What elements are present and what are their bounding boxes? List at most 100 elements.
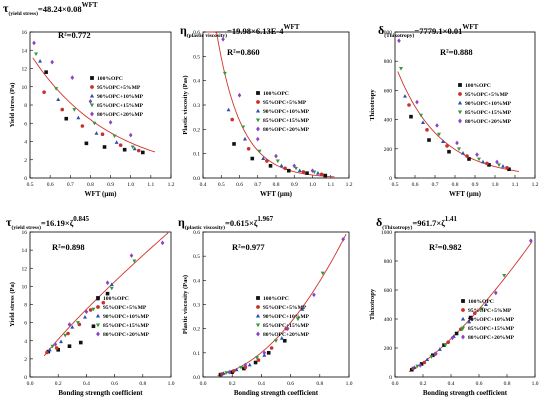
x-tick-label: 1.0 xyxy=(346,381,353,387)
data-point xyxy=(467,157,471,161)
data-point xyxy=(312,292,316,298)
y-tick-label: 16 xyxy=(22,230,28,236)
y-tick-label: 0.4 xyxy=(193,79,200,85)
y-tick-label: 400 xyxy=(384,317,393,323)
y-tick-label: 10 xyxy=(22,85,28,91)
data-point xyxy=(429,355,434,359)
legend-marker xyxy=(460,326,466,331)
x-tick-label: 0.5 xyxy=(218,182,225,188)
legend-marker xyxy=(95,313,101,318)
data-point xyxy=(286,168,291,173)
data-point xyxy=(422,360,427,365)
y-tick-label: 0.5 xyxy=(193,54,200,60)
legend-marker xyxy=(255,323,261,328)
data-point xyxy=(130,145,135,150)
data-point xyxy=(529,238,533,244)
data-point xyxy=(457,147,461,151)
data-point xyxy=(230,370,234,374)
data-point xyxy=(47,347,52,352)
data-point xyxy=(247,362,252,367)
fit-curve xyxy=(397,71,520,172)
data-point xyxy=(56,348,60,352)
data-point xyxy=(310,168,315,174)
data-point xyxy=(60,107,65,112)
x-tick-label: 0.6 xyxy=(412,182,419,188)
data-point xyxy=(294,166,299,171)
data-point xyxy=(102,145,107,149)
data-point xyxy=(507,167,511,172)
x-axis-label: Bonding strength coefficient xyxy=(234,389,319,397)
data-point xyxy=(250,156,255,161)
data-point xyxy=(160,240,165,246)
data-point xyxy=(481,159,485,164)
legend-label: 95%OPC+5%MP xyxy=(103,305,147,311)
data-point xyxy=(255,136,260,142)
x-tick-label: 1.2 xyxy=(532,182,539,188)
x-tick-label: 0.6 xyxy=(476,381,483,387)
fit-curve xyxy=(217,233,347,376)
data-point xyxy=(467,319,472,324)
data-point xyxy=(279,336,284,340)
y-tick-label: 16 xyxy=(22,30,28,36)
legend-marker xyxy=(457,110,463,115)
data-point xyxy=(446,340,451,345)
y-tick-label: 0.6 xyxy=(193,230,200,236)
data-point xyxy=(132,146,137,151)
data-point xyxy=(70,75,75,80)
data-point xyxy=(341,236,345,242)
data-point xyxy=(136,148,141,153)
legend-label: 80%OPC+20%MP xyxy=(103,332,150,338)
x-tick-label: 0.9 xyxy=(291,182,298,188)
legend-marker xyxy=(255,108,261,113)
data-point xyxy=(67,344,72,348)
data-point xyxy=(412,365,417,370)
data-point xyxy=(437,347,442,351)
data-point xyxy=(454,331,459,336)
chart-panel-1: 0.5 0.6 0.7 0.8 0.9 1.0 1.1 1.2 0 2 4 6 8 10 12 14 16 WFT… xyxy=(3,1,175,198)
chart-panel-6: 0.0 0.2 0.4 0.6 0.8 1.0 0 200 400 600 800 1000 Bondi… xyxy=(369,215,539,397)
x-tick-label: 0.2 xyxy=(55,381,62,387)
y-tick-label: 600 xyxy=(384,288,393,294)
fit-equation: η(plastic viscosity)=0.615×ζ1.967 xyxy=(178,215,274,231)
fit-equation: τ(yield stress)=16.19×ζ0.845 xyxy=(6,215,90,231)
data-point xyxy=(114,140,119,144)
y-axis-label: Thixotropy xyxy=(369,89,376,121)
y-tick-label: 600 xyxy=(384,88,393,94)
y-tick-label: 0.1 xyxy=(193,351,200,357)
legend-label: 85%OPC+15%MP xyxy=(263,118,310,124)
data-point xyxy=(441,139,445,143)
data-point xyxy=(238,365,243,370)
data-point xyxy=(465,154,469,158)
data-point xyxy=(415,364,420,369)
legend-label: 95%OPC+5%MP xyxy=(263,305,307,311)
x-tick-label: 0.8 xyxy=(316,381,323,387)
y-tick-label: 0.3 xyxy=(193,303,200,309)
x-tick-label: 0.7 xyxy=(432,182,439,188)
legend-marker xyxy=(256,305,260,309)
x-tick-label: 1.0 xyxy=(492,182,499,188)
data-point xyxy=(265,159,269,163)
data-point xyxy=(320,271,325,276)
y-tick-label: 0.1 xyxy=(193,152,200,158)
x-tick-label: 0.7 xyxy=(254,182,261,188)
x-tick-label: 0.6 xyxy=(111,381,118,387)
legend-label: 85%OPC+15%MP xyxy=(103,323,150,329)
x-axis-label: WFT (μm) xyxy=(449,190,482,198)
data-point xyxy=(221,371,226,375)
data-point xyxy=(292,163,297,169)
data-point xyxy=(34,52,39,57)
data-point xyxy=(487,163,491,167)
data-point xyxy=(56,97,61,101)
fit-curve xyxy=(43,232,169,357)
data-point xyxy=(50,59,54,65)
chart-panel-4: 0.0 0.2 0.4 0.6 0.8 1.0 0 2 4 6 8 10 12 14 16 Bonding s… xyxy=(6,215,175,397)
y-tick-label: 200 xyxy=(384,147,393,153)
legend-marker xyxy=(461,334,465,340)
y-tick-label: 14 xyxy=(22,48,28,54)
x-tick-label: 0.8 xyxy=(139,381,146,387)
data-point xyxy=(108,119,113,125)
x-tick-label: 1.2 xyxy=(168,182,175,188)
legend-label: 80%OPC+20%MP xyxy=(263,332,310,338)
y-tick-label: 0.6 xyxy=(193,30,200,36)
